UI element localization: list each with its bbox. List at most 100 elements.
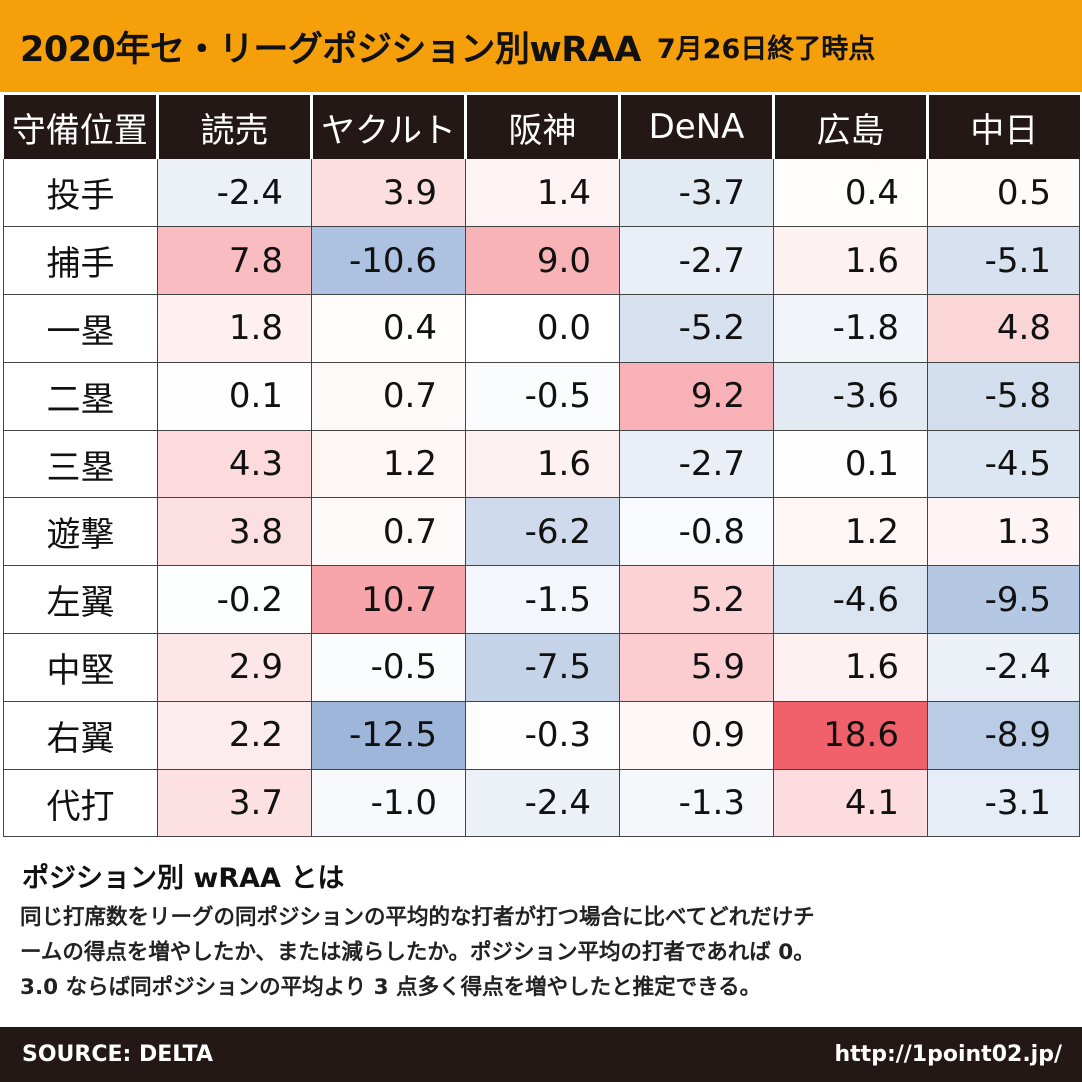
row-label: 二塁: [3, 361, 158, 431]
chart-title: 2020年セ・リーグポジション別wRAA: [20, 29, 641, 70]
heatmap-cell: 0.5: [927, 159, 1080, 228]
heatmap-cell: 4.1: [773, 768, 928, 838]
table-row: 捕手 7.8 -10.6 9.0 -2.7 1.6 -5.1: [3, 226, 1080, 296]
note-line: 同じ打席数をリーグの同ポジションの平均的な打者が打つ場合に比べてどれだけチ: [20, 905, 815, 930]
table-row: 中堅 2.9 -0.5 -7.5 5.9 1.6 -2.4: [3, 633, 1080, 702]
heatmap-cell: 0.4: [773, 159, 928, 228]
heatmap-cell: 1.6: [773, 226, 928, 296]
note-line: ームの得点を増やしたか、または減らしたか。ポジション平均の打者であれば 0。: [20, 940, 815, 965]
heatmap-cell: -0.5: [311, 633, 466, 702]
heatmap-cell: -4.5: [927, 429, 1080, 499]
heatmap-cell: -0.2: [157, 565, 312, 635]
source-url: http://1point02.jp/: [834, 1042, 1063, 1067]
corner-header: 守備位置: [3, 95, 158, 159]
table-row: 三塁 4.3 1.2 1.6 -2.7 0.1 -4.5: [3, 429, 1080, 499]
heatmap-cell: 0.1: [773, 429, 928, 499]
row-label: 一塁: [3, 294, 158, 363]
table-row: 二塁 0.1 0.7 -0.5 9.2 -3.6 -5.8: [3, 361, 1080, 431]
column-header: DeNA: [618, 95, 774, 159]
heatmap-cell: 1.3: [927, 497, 1080, 567]
table-row: 一塁 1.8 0.4 0.0 -5.2 -1.8 4.8: [3, 294, 1080, 363]
heatmap-cell: 4.8: [927, 294, 1080, 363]
row-label: 中堅: [3, 633, 158, 702]
table-row: 右翼 2.2 -12.5 -0.3 0.9 18.6 -8.9: [3, 700, 1080, 770]
heatmap-cell: -2.7: [619, 226, 774, 296]
heatmap-cell: -2.4: [927, 633, 1080, 702]
note-body: 同じ打席数をリーグの同ポジションの平均的な打者が打つ場合に比べてどれだけチ ーム…: [20, 900, 1065, 1005]
heatmap-cell: 3.7: [157, 768, 312, 838]
heatmap-body: 投手 -2.4 3.9 1.4 -3.7 0.4 0.5 捕手 7.8 -10.6 9.0 -2.7 1…: [3, 159, 1080, 838]
chart-subtitle: 7月26日終了時点: [656, 33, 876, 65]
heatmap-cell: -7.5: [465, 633, 620, 702]
column-header: 中日: [926, 95, 1080, 159]
heatmap-cell: -5.1: [927, 226, 1080, 296]
heatmap-cell: -6.2: [465, 497, 620, 567]
heatmap-cell: 3.8: [157, 497, 312, 567]
heatmap-cell: 4.3: [157, 429, 312, 499]
heatmap-cell: 18.6: [773, 700, 928, 770]
wraa-heatmap-table: 守備位置 読売 ヤクルト 阪神 DeNA 広島 中日 投手 -2.4 3.9 1.4-…: [3, 95, 1080, 838]
heatmap-cell: 0.7: [311, 361, 466, 431]
heatmap-cell: -5.8: [927, 361, 1080, 431]
heatmap-cell: 5.9: [619, 633, 774, 702]
heatmap-cell: -8.9: [927, 700, 1080, 770]
table-row: 代打 3.7 -1.0 -2.4 -1.3 4.1 -3.1: [3, 768, 1080, 838]
heatmap-cell: -10.6: [311, 226, 466, 296]
row-label: 遊撃: [3, 497, 158, 567]
note-title: ポジション別 wRAA とは: [22, 863, 345, 894]
heatmap-cell: -2.4: [465, 768, 620, 838]
heatmap-cell: 2.2: [157, 700, 312, 770]
heatmap-cell: -1.8: [773, 294, 928, 363]
heatmap-cell: -3.6: [773, 361, 928, 431]
table-row: 左翼 -0.2 10.7 -1.5 5.2 -4.6 -9.5: [3, 565, 1080, 635]
heatmap-cell: -1.0: [311, 768, 466, 838]
row-label: 代打: [3, 768, 158, 838]
column-header: 阪神: [464, 95, 620, 159]
row-label: 投手: [3, 159, 158, 228]
heatmap-cell: -2.7: [619, 429, 774, 499]
heatmap-cell: -2.4: [157, 159, 312, 228]
heatmap-cell: 10.7: [311, 565, 466, 635]
heatmap-cell: -0.3: [465, 700, 620, 770]
heatmap-cell: 0.7: [311, 497, 466, 567]
heatmap-cell: -3.1: [927, 768, 1080, 838]
heatmap-cell: 0.1: [157, 361, 312, 431]
row-label: 右翼: [3, 700, 158, 770]
heatmap-cell: 7.8: [157, 226, 312, 296]
heatmap-cell: 1.6: [773, 633, 928, 702]
heatmap-cell: 0.0: [465, 294, 620, 363]
heatmap-cell: 1.6: [465, 429, 620, 499]
heatmap-cell: -0.5: [465, 361, 620, 431]
heatmap-cell: 1.2: [311, 429, 466, 499]
heatmap-cell: 3.9: [311, 159, 466, 228]
header-row: 守備位置 読売 ヤクルト 阪神 DeNA 広島 中日: [3, 95, 1080, 159]
heatmap-cell: 1.8: [157, 294, 312, 363]
note-line: 3.0 ならば同ポジションの平均より 3 点多く得点を増やしたと推定できる。: [20, 975, 762, 1000]
heatmap-cell: 9.0: [465, 226, 620, 296]
heatmap-cell: -9.5: [927, 565, 1080, 635]
heatmap-cell: 0.9: [619, 700, 774, 770]
title-bar: 2020年セ・リーグポジション別wRAA 7月26日終了時点: [0, 0, 1082, 92]
column-header: ヤクルト: [310, 95, 466, 159]
heatmap-cell: -1.5: [465, 565, 620, 635]
heatmap-cell: -4.6: [773, 565, 928, 635]
heatmap-cell: -5.2: [619, 294, 774, 363]
column-header: 読売: [156, 95, 312, 159]
heatmap-cell: -3.7: [619, 159, 774, 228]
heatmap-cell: -12.5: [311, 700, 466, 770]
heatmap-cell: -1.3: [619, 768, 774, 838]
heatmap-cell: 1.4: [465, 159, 620, 228]
heatmap-cell: 2.9: [157, 633, 312, 702]
table-row: 遊撃 3.8 0.7 -6.2 -0.8 1.2 1.3: [3, 497, 1080, 567]
column-header: 広島: [772, 95, 928, 159]
footer-bar: SOURCE: DELTA http://1point02.jp/: [0, 1027, 1082, 1082]
table-row: 投手 -2.4 3.9 1.4 -3.7 0.4 0.5: [3, 159, 1080, 228]
heatmap-cell: 0.4: [311, 294, 466, 363]
heatmap-cell: -0.8: [619, 497, 774, 567]
row-label: 三塁: [3, 429, 158, 499]
source-label: SOURCE: DELTA: [22, 1042, 213, 1067]
row-label: 左翼: [3, 565, 158, 635]
row-label: 捕手: [3, 226, 158, 296]
heatmap-cell: 5.2: [619, 565, 774, 635]
heatmap-cell: 9.2: [619, 361, 774, 431]
